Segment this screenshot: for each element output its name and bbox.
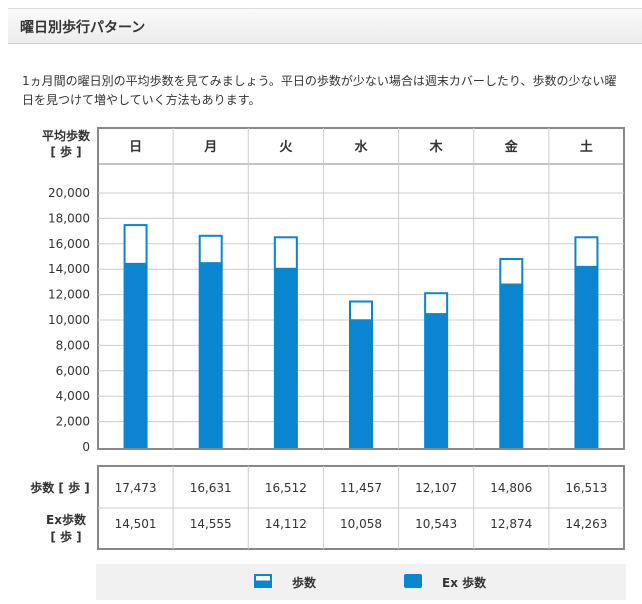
legend-item-steps: 歩数 (254, 574, 316, 591)
y-tick-label: 6,000 (56, 364, 90, 378)
y-tick-label: 4,000 (56, 389, 90, 403)
table-row-unit: [ 歩 ] (50, 529, 81, 544)
table-cell-value: 10,543 (415, 517, 457, 531)
bar-ex-steps (425, 313, 448, 447)
y-tick-label: 8,000 (56, 338, 90, 352)
chart-frame (97, 127, 625, 450)
y-tick-label: 18,000 (48, 211, 90, 225)
table-cell-value: 14,263 (565, 517, 607, 531)
y-axis-label: 平均歩数 (42, 128, 91, 143)
table-cell-value: 14,112 (265, 517, 307, 531)
table-row-label: 歩数 [ 歩 ] (30, 480, 90, 495)
section-title: 曜日別歩行パターン (20, 20, 146, 36)
legend-label-ex: Ex 歩数 (442, 576, 487, 590)
y-tick-label: 14,000 (48, 262, 90, 276)
section-header: 曜日別歩行パターン (8, 8, 642, 44)
table-cell-value: 14,555 (190, 517, 232, 531)
table-cell-value: 16,631 (190, 481, 232, 495)
table-cell-value: 17,473 (115, 481, 157, 495)
description-text: 1ヵ月間の曜日別の平均歩数を見てみましょう。平日の歩数が少ない場合は週末カバーし… (22, 74, 617, 107)
category-label: 金 (504, 139, 519, 155)
y-axis-unit: [ 歩 ] (50, 144, 81, 159)
category-label: 日 (129, 140, 142, 155)
legend-swatch-ex (404, 574, 422, 588)
bar-ex-steps (500, 283, 523, 447)
bar-ex-steps (350, 319, 372, 447)
table-cell-value: 12,874 (490, 517, 532, 531)
bar-ex-steps (575, 265, 598, 447)
y-tick-label: 16,000 (48, 237, 90, 251)
bar-chart: 0 2,000 4,000 6,000 8,000 10,000 12,000 14,000 1… (30, 127, 625, 550)
table-cell-value: 11,457 (340, 481, 382, 495)
table-cell-value: 14,806 (490, 481, 532, 495)
category-label: 水 (354, 139, 368, 155)
legend-item-ex: Ex 歩数 (404, 574, 486, 591)
category-label: 木 (429, 139, 444, 155)
y-tick-label: 2,000 (56, 415, 90, 429)
table-cell-value: 12,107 (415, 481, 457, 495)
legend-swatch-steps (254, 574, 272, 588)
table-cell-value: 16,512 (265, 481, 307, 495)
category-label: 月 (203, 140, 217, 155)
y-tick-label: 12,000 (48, 288, 90, 302)
bar-ex-steps (199, 262, 222, 447)
y-tick-label: 20,000 (48, 186, 90, 200)
table-cell-value: 16,513 (565, 481, 607, 495)
y-tick-label: 10,000 (48, 313, 90, 327)
table-cell-value: 10,058 (340, 517, 382, 531)
category-label: 火 (279, 140, 293, 155)
y-tick-label: 0 (82, 440, 90, 454)
chart-legend: 歩数 Ex 歩数 (96, 564, 626, 600)
bar-ex-steps (124, 262, 147, 447)
legend-label-steps: 歩数 (292, 576, 317, 590)
table-cell-value: 14,501 (115, 517, 157, 531)
table-row-label: Ex歩数 (46, 512, 87, 527)
bar-ex-steps (274, 267, 297, 447)
category-label: 土 (580, 139, 593, 155)
